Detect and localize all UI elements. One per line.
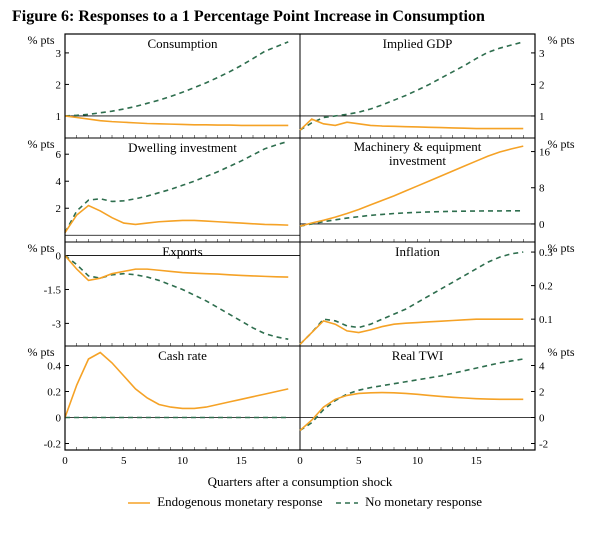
svg-text:0: 0 — [539, 413, 545, 425]
svg-text:Real TWI: Real TWI — [392, 348, 443, 363]
svg-text:1: 1 — [539, 111, 545, 123]
svg-text:% pts: % pts — [28, 241, 55, 255]
svg-text:15: 15 — [471, 455, 483, 467]
svg-text:% pts: % pts — [28, 345, 55, 359]
svg-text:Consumption: Consumption — [147, 36, 218, 51]
svg-text:1: 1 — [56, 111, 62, 123]
legend-label-nomonetary: No monetary response — [365, 494, 482, 509]
svg-text:Exports: Exports — [162, 244, 202, 259]
svg-text:% pts: % pts — [548, 241, 575, 255]
svg-text:0.4: 0.4 — [47, 361, 61, 373]
legend-label-endogenous: Endogenous monetary response — [157, 494, 322, 509]
svg-text:Dwelling investment: Dwelling investment — [128, 140, 237, 155]
svg-text:investment: investment — [389, 153, 446, 168]
svg-text:0.2: 0.2 — [539, 281, 553, 293]
svg-text:4: 4 — [539, 361, 545, 373]
svg-text:-1.5: -1.5 — [44, 284, 62, 296]
svg-text:-0.2: -0.2 — [44, 439, 61, 451]
svg-text:Inflation: Inflation — [395, 244, 440, 259]
svg-text:% pts: % pts — [548, 345, 575, 359]
legend-swatch-endogenous — [128, 498, 150, 508]
svg-text:6: 6 — [56, 149, 62, 161]
svg-text:5: 5 — [356, 455, 362, 467]
svg-text:0: 0 — [539, 219, 545, 231]
svg-text:Cash rate: Cash rate — [158, 348, 207, 363]
legend-swatch-nomonetary — [336, 498, 358, 508]
svg-text:0: 0 — [56, 413, 62, 425]
svg-text:3: 3 — [539, 48, 545, 60]
svg-text:% pts: % pts — [28, 33, 55, 47]
svg-text:5: 5 — [121, 455, 127, 467]
svg-text:0.2: 0.2 — [47, 387, 61, 399]
svg-text:2: 2 — [56, 203, 62, 215]
svg-text:% pts: % pts — [548, 33, 575, 47]
svg-text:% pts: % pts — [548, 137, 575, 151]
legend: Endogenous monetary response No monetary… — [8, 494, 592, 510]
x-axis-label: Quarters after a consumption shock — [8, 474, 592, 490]
svg-text:0: 0 — [62, 455, 68, 467]
svg-text:3: 3 — [56, 48, 62, 60]
svg-text:0: 0 — [297, 455, 303, 467]
svg-text:10: 10 — [177, 455, 189, 467]
svg-text:0: 0 — [56, 251, 62, 263]
svg-text:15: 15 — [236, 455, 248, 467]
svg-text:-2: -2 — [539, 439, 548, 451]
svg-text:-3: -3 — [52, 318, 62, 330]
svg-text:10: 10 — [412, 455, 424, 467]
svg-text:0.1: 0.1 — [539, 314, 553, 326]
figure-title: Figure 6: Responses to a 1 Percentage Po… — [12, 8, 592, 26]
svg-text:8: 8 — [539, 183, 545, 195]
svg-text:2: 2 — [56, 79, 62, 91]
svg-text:% pts: % pts — [28, 137, 55, 151]
chart-grid: 1 2 3 Consumption % pts 1 2 3 Implied GDP % pts 2 4… — [10, 30, 590, 472]
svg-text:2: 2 — [539, 79, 545, 91]
svg-text:4: 4 — [56, 176, 62, 188]
svg-text:Machinery & equipment: Machinery & equipment — [354, 139, 482, 154]
svg-text:Implied GDP: Implied GDP — [383, 36, 453, 51]
svg-text:2: 2 — [539, 387, 545, 399]
